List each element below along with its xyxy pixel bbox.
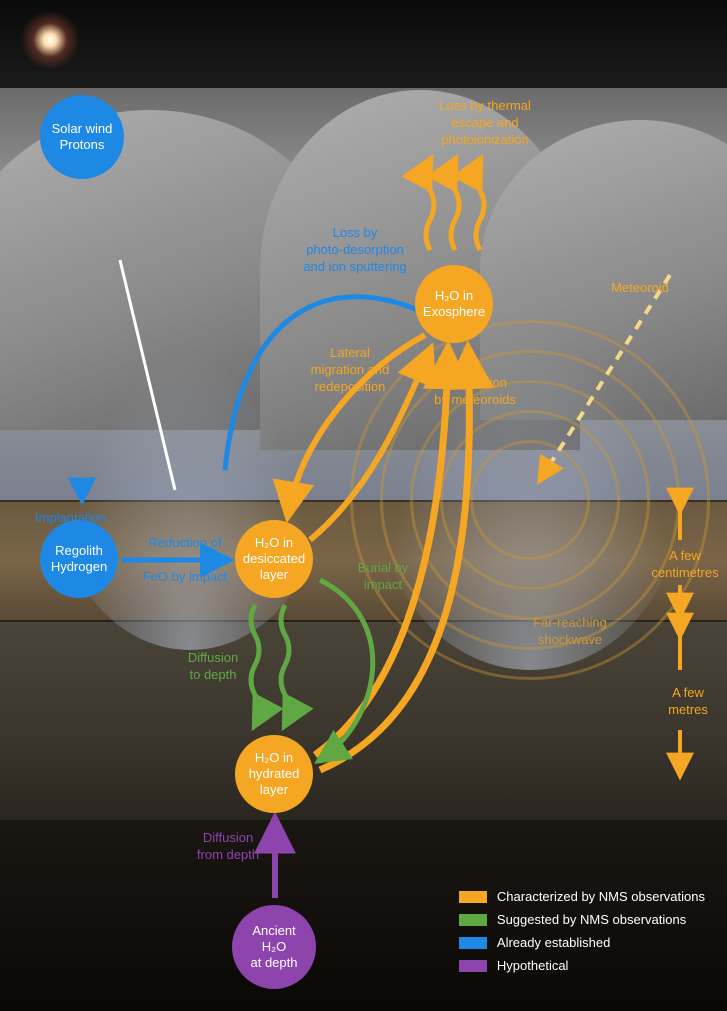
label-reduction: Reduction ofFeO by impact	[130, 535, 240, 586]
legend-text: Characterized by NMS observations	[497, 889, 705, 904]
legend-row: Hypothetical	[459, 958, 705, 973]
label-loss_thermal: Loss by thermalescape andphotoionization	[410, 98, 560, 149]
legend-row: Characterized by NMS observations	[459, 889, 705, 904]
legend-text: Already established	[497, 935, 610, 950]
legend-text: Hypothetical	[497, 958, 569, 973]
legend-swatch	[459, 937, 487, 949]
label-loss_photo: Loss byphoto-desorptionand ion sputterin…	[280, 225, 430, 276]
legend-row: Already established	[459, 935, 705, 950]
label-implantation: Implantation	[35, 510, 135, 527]
legend-row: Suggested by NMS observations	[459, 912, 705, 927]
node-ancient: AncientH₂Oat depth	[232, 905, 316, 989]
node-h2o_exosphere: H₂O inExosphere	[415, 265, 493, 343]
legend-swatch	[459, 914, 487, 926]
label-diffusion_from: Diffusionfrom depth	[178, 830, 278, 864]
label-burial: Burial byimpact	[338, 560, 428, 594]
node-regolith: RegolithHydrogen	[40, 520, 118, 598]
node-h2o_desiccated: H₂O indesiccatedlayer	[235, 520, 313, 598]
legend-text: Suggested by NMS observations	[497, 912, 686, 927]
label-excavation: Excavationby meteoroids	[415, 375, 535, 409]
node-h2o_hydrated: H₂O inhydratedlayer	[235, 735, 313, 813]
sun-icon	[20, 10, 80, 70]
legend-swatch	[459, 891, 487, 903]
legend: Characterized by NMS observations Sugges…	[459, 881, 705, 981]
label-few_cm: A fewcentimetres	[640, 548, 727, 582]
label-lateral: Lateralmigration andredeposition	[290, 345, 410, 396]
label-shockwave: Far-reachingshockwave	[510, 615, 630, 649]
label-diffusion_depth: Diffusionto depth	[168, 650, 258, 684]
legend-swatch	[459, 960, 487, 972]
sky-layer	[0, 0, 727, 88]
label-meteoroid: Meteoroid	[595, 280, 685, 297]
label-few_m: A fewmetres	[648, 685, 727, 719]
node-solar_wind: Solar windProtons	[40, 95, 124, 179]
